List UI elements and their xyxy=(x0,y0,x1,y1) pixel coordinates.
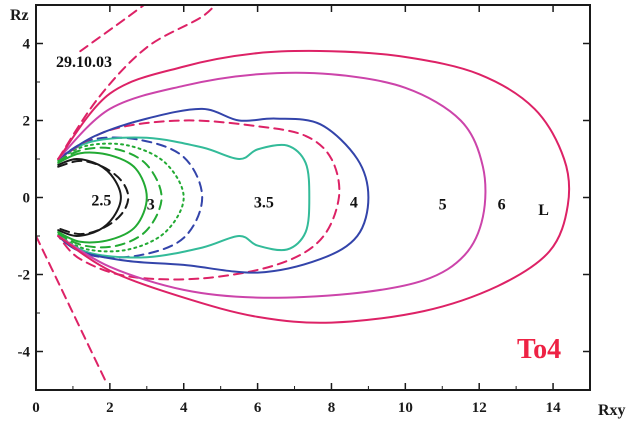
plot-frame xyxy=(35,4,591,391)
x-tick-label: 0 xyxy=(32,400,40,416)
contour-label: 6 xyxy=(498,196,506,213)
x-tick-label: 12 xyxy=(472,400,487,416)
y-tick-label: 4 xyxy=(23,37,31,53)
date-label: 29.10.03 xyxy=(56,54,112,71)
x-tick-label: 14 xyxy=(546,400,562,416)
field-line-series-11 xyxy=(79,5,146,53)
contour-label: 3 xyxy=(147,196,155,213)
x-tick-label: 4 xyxy=(180,400,188,416)
y-axis-title: Rz xyxy=(10,7,29,24)
y-tick-label: -2 xyxy=(18,268,31,284)
plot-area xyxy=(35,4,591,391)
field-line-series-5 xyxy=(57,136,204,259)
field-line-L5 xyxy=(57,71,487,299)
field-line-series-13 xyxy=(36,235,108,384)
x-axis-title: Rxy xyxy=(598,402,626,419)
field-line-series-7 xyxy=(57,119,341,281)
contour-label: 3.5 xyxy=(254,194,274,211)
field-line-series-1 xyxy=(57,159,130,236)
axis-ticks xyxy=(35,4,590,391)
x-tick-label: 2 xyxy=(106,400,114,416)
field-line-L6 xyxy=(57,49,571,324)
y-tick-label: 0 xyxy=(23,191,31,207)
field-line-series-3 xyxy=(57,146,163,249)
model-label: To4 xyxy=(517,334,561,365)
x-tick-label: 8 xyxy=(328,400,336,416)
x-tick-label: 10 xyxy=(398,400,413,416)
x-tick-label: 6 xyxy=(254,400,262,416)
contour-label: L xyxy=(538,202,549,219)
contour-value-labels: 2.5 3 3.5 4 5 6 L xyxy=(91,192,549,219)
contour-label: 4 xyxy=(350,194,358,211)
contour-label: 5 xyxy=(439,196,447,213)
field-line-L4 xyxy=(57,107,370,274)
field-line-L3-5 xyxy=(57,136,311,259)
contour-lines xyxy=(36,5,571,384)
axis-tick-labels: 0 2 4 6 8 10 12 14 -4 -2 0 2 4 xyxy=(18,37,562,417)
contour-label: 2.5 xyxy=(91,192,111,209)
field-line-series-2 xyxy=(57,151,148,244)
field-line-L3 xyxy=(57,142,185,253)
y-tick-label: -4 xyxy=(18,345,31,361)
field-line-L2-5 xyxy=(57,157,122,238)
field-line-series-12 xyxy=(57,5,217,160)
y-tick-label: 2 xyxy=(23,114,31,130)
